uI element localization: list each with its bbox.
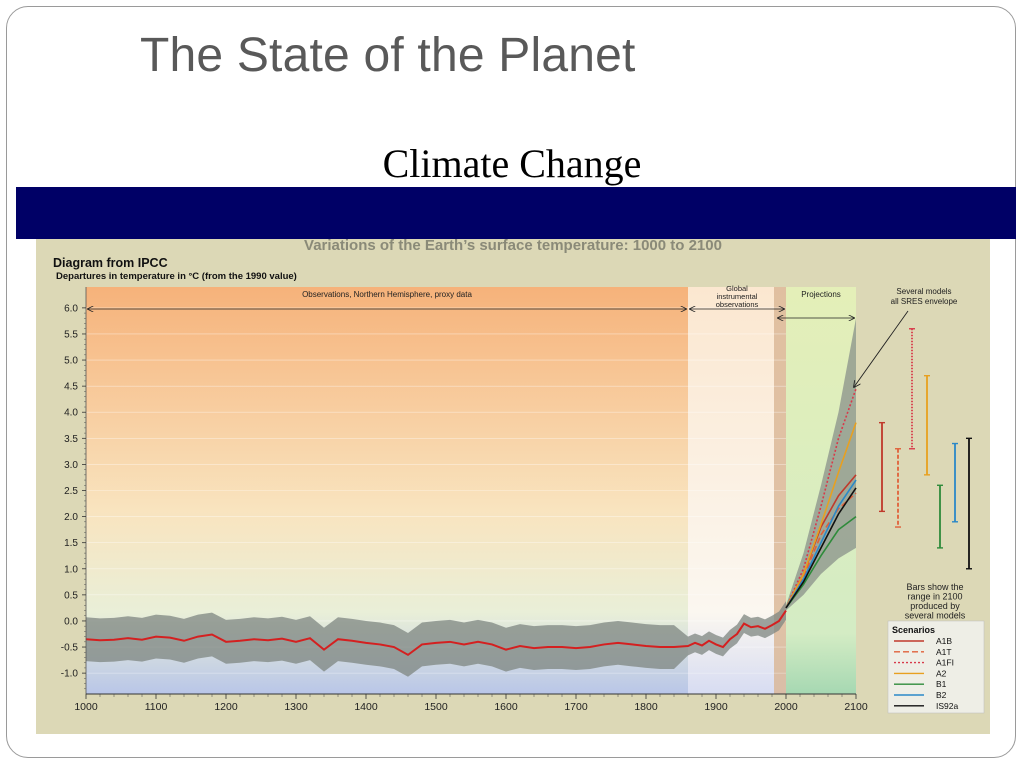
y-tick-label: -0.5 bbox=[61, 643, 79, 654]
y-tick-label: 1.5 bbox=[64, 538, 78, 549]
legend-label-a2: A2 bbox=[936, 668, 947, 678]
period-label-instrumental: observations bbox=[716, 300, 759, 309]
legend-title: Scenarios bbox=[892, 625, 935, 635]
observed-temperature-line bbox=[85, 609, 787, 657]
annotation-bars-line: Bars show the bbox=[906, 582, 963, 592]
slide-subtitle: Climate Change bbox=[382, 141, 642, 186]
legend-label-a1b: A1B bbox=[936, 636, 952, 646]
period-label-instrumental: Global bbox=[726, 284, 748, 293]
legend-label-a1fi: A1FI bbox=[936, 658, 954, 668]
y-tick-label: 0.0 bbox=[64, 616, 78, 627]
scenario-line-b2 bbox=[785, 479, 857, 609]
title-band bbox=[16, 187, 1016, 239]
x-tick-label: 1700 bbox=[564, 701, 588, 713]
scenario-line-is92a bbox=[785, 487, 857, 609]
y-tick-label: 2.0 bbox=[64, 512, 78, 523]
sres-envelope bbox=[786, 318, 856, 611]
period-label-projections: Projections bbox=[801, 290, 841, 299]
legend-label-b2: B2 bbox=[936, 690, 947, 700]
x-tick-label: 1200 bbox=[214, 701, 238, 713]
x-tick-label: 2000 bbox=[774, 701, 798, 713]
y-tick-label: 6.0 bbox=[64, 303, 78, 314]
annotation-models-line1: Several models bbox=[896, 287, 951, 296]
x-tick-label: 1600 bbox=[494, 701, 518, 713]
annotation-models-line2: all SRES envelope bbox=[891, 297, 958, 306]
y-tick-label: 5.5 bbox=[64, 329, 78, 340]
scenario-line-a2 bbox=[785, 422, 857, 609]
chart-title: Variations of the Earth’s surface temper… bbox=[304, 239, 722, 254]
y-tick-label: 2.5 bbox=[64, 486, 78, 497]
legend-label-is92a: IS92a bbox=[936, 701, 958, 711]
y-tick-label: 4.0 bbox=[64, 408, 78, 419]
x-tick-label: 1400 bbox=[354, 701, 378, 713]
y-tick-label: -1.0 bbox=[61, 669, 79, 680]
x-tick-label: 1900 bbox=[704, 701, 728, 713]
x-tick-label: 2100 bbox=[844, 701, 868, 713]
legend-label-b1: B1 bbox=[936, 679, 947, 689]
scenario-line-a1fi bbox=[785, 388, 857, 609]
y-tick-label: 1.0 bbox=[64, 564, 78, 575]
source-label: Diagram from IPCC bbox=[53, 256, 168, 270]
annotation-bars-line: range in 2100 bbox=[907, 592, 962, 602]
y-tick-label: 0.5 bbox=[64, 590, 78, 601]
slide-frame bbox=[6, 6, 1016, 758]
y-tick-label: 5.0 bbox=[64, 356, 78, 367]
x-tick-label: 1500 bbox=[424, 701, 448, 713]
y-tick-label: 3.5 bbox=[64, 434, 78, 445]
temperature-chart: Variations of the Earth’s surface temper… bbox=[53, 239, 985, 714]
x-tick-label: 1100 bbox=[145, 701, 168, 713]
legend-label-a1t: A1T bbox=[936, 647, 952, 657]
y-axis-label: Departures in temperature in °C (from th… bbox=[56, 271, 297, 282]
annotation-models-arrow bbox=[854, 310, 909, 387]
ipcc-figure: Variations of the Earth’s surface temper… bbox=[36, 239, 990, 734]
annotation-bars-line: produced by bbox=[910, 601, 960, 611]
x-tick-label: 1300 bbox=[284, 701, 308, 713]
observation-uncertainty-band bbox=[86, 601, 786, 677]
period-label-proxy: Observations, Northern Hemisphere, proxy… bbox=[302, 290, 472, 299]
x-tick-label: 1800 bbox=[634, 701, 658, 713]
scenario-line-b1 bbox=[785, 515, 857, 609]
x-tick-label: 1000 bbox=[74, 701, 98, 713]
period-label-instrumental: instrumental bbox=[717, 292, 758, 301]
y-tick-label: 4.5 bbox=[64, 382, 78, 393]
legend-box bbox=[887, 620, 985, 714]
annotation-bars-line: several models bbox=[905, 611, 966, 621]
slide-title: The State of the Planet bbox=[140, 29, 636, 82]
y-tick-label: 3.0 bbox=[64, 460, 78, 471]
